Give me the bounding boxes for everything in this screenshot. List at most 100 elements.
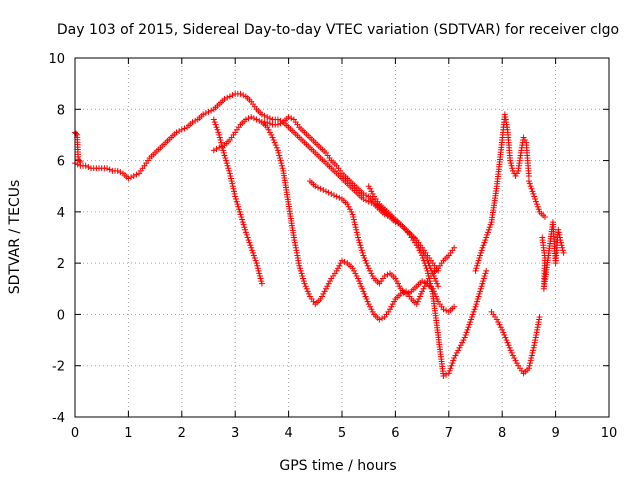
data-point — [476, 290, 483, 297]
data-point — [301, 280, 308, 287]
data-point — [417, 249, 424, 256]
data-point — [74, 161, 81, 168]
data-point — [525, 365, 532, 372]
data-point — [414, 298, 421, 305]
data-point — [351, 267, 358, 274]
data-point — [493, 316, 500, 323]
data-point — [362, 293, 369, 300]
data-point — [365, 265, 372, 272]
series-scattered — [539, 219, 567, 292]
data-point — [392, 275, 399, 282]
data-point — [297, 265, 304, 272]
data-point — [470, 308, 477, 315]
data-point — [200, 111, 207, 118]
data-point — [353, 229, 360, 236]
data-point — [464, 326, 471, 333]
data-point — [353, 272, 360, 279]
data-point — [473, 301, 480, 308]
data-point — [208, 107, 215, 114]
data-point — [472, 303, 479, 310]
data-point — [559, 247, 566, 254]
data-point — [460, 337, 467, 344]
data-point — [500, 329, 507, 336]
series-pass-7 — [472, 111, 532, 274]
data-point — [450, 357, 457, 364]
data-point — [357, 280, 364, 287]
data-point — [243, 231, 250, 238]
data-point — [276, 155, 283, 162]
data-point — [477, 249, 484, 256]
data-point — [423, 265, 430, 272]
data-point — [413, 242, 420, 249]
x-axis-label: GPS time / hours — [279, 458, 396, 474]
y-tick-label: 4 — [57, 206, 65, 221]
data-point — [254, 265, 261, 272]
x-tick-label: 9 — [551, 426, 559, 441]
data-point — [502, 334, 509, 341]
data-point — [261, 112, 268, 119]
data-point — [451, 244, 458, 251]
data-point — [277, 157, 284, 164]
data-point — [365, 183, 372, 190]
data-point — [339, 257, 345, 264]
data-point — [405, 289, 412, 296]
data-point — [192, 117, 199, 124]
data-point — [403, 290, 410, 297]
data-point — [322, 188, 329, 195]
data-point — [434, 280, 441, 287]
y-tick-label: -4 — [52, 411, 65, 426]
data-point — [426, 278, 433, 285]
data-point — [250, 249, 256, 256]
data-point — [527, 360, 534, 367]
data-point — [556, 231, 563, 238]
data-point — [210, 116, 217, 123]
data-point — [268, 131, 275, 138]
data-point — [352, 270, 359, 277]
data-point — [297, 267, 304, 274]
data-point — [513, 170, 520, 177]
data-point — [304, 288, 311, 295]
data-point — [242, 116, 249, 123]
data-point — [245, 237, 252, 244]
data-point — [128, 174, 135, 181]
data-point — [228, 175, 235, 182]
data-point — [227, 172, 234, 179]
data-point — [475, 257, 482, 264]
data-point — [348, 208, 355, 215]
data-point — [478, 283, 485, 290]
x-tick-labels: 0 1 2 3 4 5 6 7 8 9 10 — [71, 426, 617, 441]
data-point — [416, 293, 423, 300]
data-point — [508, 162, 515, 169]
data-point — [353, 226, 360, 233]
data-point — [471, 306, 478, 313]
data-point — [224, 94, 231, 101]
data-point — [242, 229, 249, 236]
x-tick-label: 8 — [498, 426, 506, 441]
data-point — [467, 319, 474, 326]
data-point — [427, 280, 434, 287]
data-point — [387, 306, 394, 313]
data-point — [559, 244, 566, 251]
data-point — [266, 129, 273, 136]
data-point — [258, 111, 265, 118]
data-point — [416, 247, 423, 254]
data-point — [555, 226, 562, 233]
data-point — [218, 139, 225, 146]
data-point — [336, 262, 343, 269]
data-point — [352, 224, 359, 231]
data-point — [106, 166, 113, 173]
data-point — [230, 185, 237, 192]
data-point — [557, 239, 564, 246]
data-point — [484, 231, 491, 238]
data-point — [176, 128, 183, 135]
data-point — [368, 270, 375, 277]
data-point — [361, 290, 368, 297]
data-point — [530, 190, 537, 197]
data-point — [130, 172, 137, 179]
data-point — [253, 260, 260, 267]
data-point — [213, 146, 220, 153]
data-point — [344, 201, 351, 208]
data-point — [426, 275, 433, 282]
data-point — [527, 183, 534, 190]
x-tick-label: 1 — [124, 426, 132, 441]
